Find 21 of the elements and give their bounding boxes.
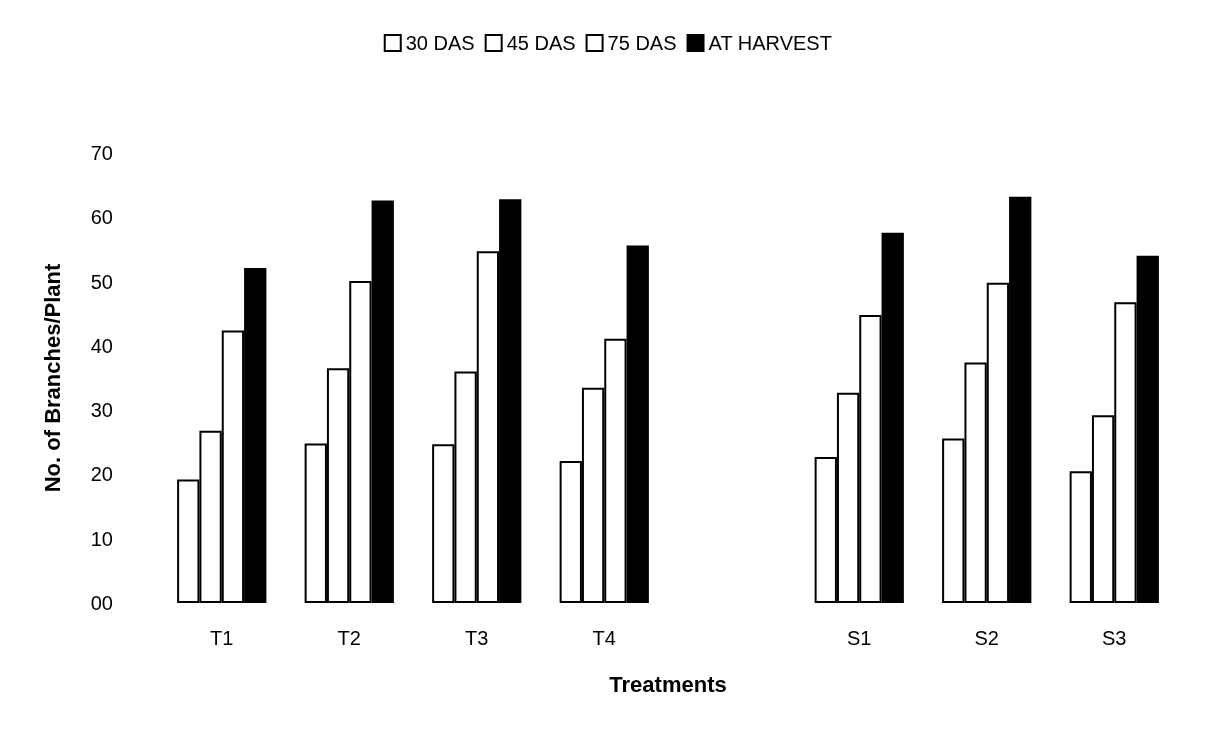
x-tick-label: T4 — [592, 627, 616, 649]
x-axis-title: Treatments — [609, 671, 727, 697]
y-tick-label: 00 — [90, 592, 113, 614]
y-tick-label: 20 — [90, 463, 113, 486]
x-tick-label: S1 — [847, 627, 872, 649]
x-tick-label: S2 — [974, 627, 999, 649]
y-tick-label: 40 — [90, 334, 113, 357]
y-tick-label: 60 — [90, 206, 113, 229]
legend-label: 45 DAS — [506, 32, 576, 54]
y-tick-label: 10 — [90, 527, 113, 550]
y-axis-title: No. of Branches/Plant — [39, 263, 65, 493]
x-tick-label: S3 — [1102, 627, 1127, 649]
y-tick-label: 70 — [90, 142, 113, 164]
legend-label: 75 DAS — [607, 32, 677, 54]
legend-label: AT HARVEST — [708, 32, 832, 54]
legend-label: 30 DAS — [405, 32, 475, 54]
y-tick-label: 30 — [90, 399, 113, 422]
x-tick-label: T3 — [465, 627, 489, 649]
y-tick-label: 50 — [90, 270, 113, 293]
x-tick-label: T1 — [210, 627, 234, 649]
x-tick-label: T2 — [337, 627, 361, 649]
